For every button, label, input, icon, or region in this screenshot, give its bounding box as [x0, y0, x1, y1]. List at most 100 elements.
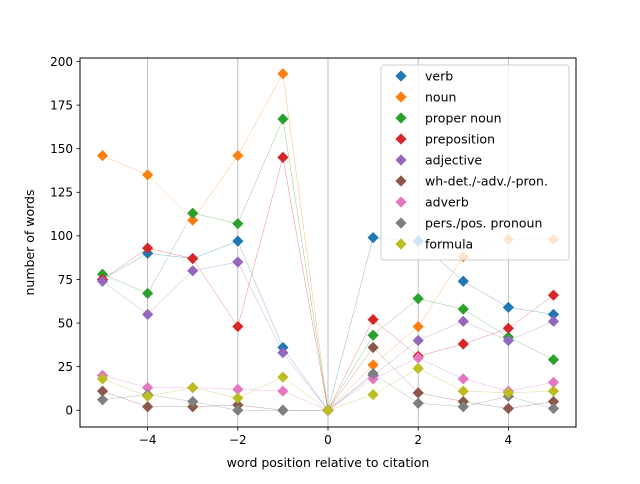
- data-point: [187, 381, 199, 394]
- legend-marker: [395, 70, 407, 82]
- data-point: [96, 394, 109, 406]
- legend-label: adverb: [425, 194, 469, 209]
- data-point: [547, 308, 560, 320]
- y-axis: 0 25 50 75 100 125 150 175 200: [50, 55, 80, 418]
- x-tick-label: 2: [414, 433, 422, 447]
- data-point: [232, 218, 244, 230]
- data-point: [547, 385, 560, 397]
- data-point: [187, 252, 199, 265]
- data-point: [412, 387, 424, 399]
- data-point: [96, 275, 109, 287]
- data-points: [96, 68, 560, 416]
- data-point: [412, 293, 424, 305]
- legend-label: adjective: [425, 152, 482, 167]
- y-tick-label: 175: [50, 98, 73, 112]
- legend-label: proper noun: [425, 110, 502, 125]
- data-point: [547, 376, 560, 388]
- data-point: [232, 404, 244, 416]
- data-point: [547, 289, 560, 301]
- data-point: [457, 385, 469, 397]
- data-point: [187, 395, 199, 408]
- x-tick-label: 4: [505, 433, 513, 447]
- data-point: [187, 265, 199, 277]
- legend-marker: [395, 133, 407, 145]
- data-point: [547, 354, 560, 366]
- data-point: [457, 303, 469, 315]
- legend-label: wh-det./-adv./-pron.: [425, 173, 548, 188]
- data-point: [412, 334, 424, 347]
- data-point: [142, 242, 154, 254]
- data-point: [547, 395, 560, 408]
- legend-label: verb: [425, 68, 453, 83]
- data-point: [232, 383, 244, 395]
- data-point: [412, 352, 424, 364]
- data-point: [96, 150, 109, 162]
- y-tick-label: 50: [58, 316, 73, 330]
- data-point: [142, 390, 154, 402]
- data-point: [277, 404, 289, 416]
- data-point: [96, 373, 109, 385]
- data-point: [232, 320, 244, 333]
- legend-marker: [395, 112, 407, 124]
- y-tick-label: 0: [65, 404, 73, 418]
- data-point: [277, 68, 289, 80]
- data-point: [457, 338, 469, 350]
- y-axis-label: number of words: [22, 189, 37, 295]
- legend-label: pers./pos. pronoun: [425, 215, 542, 230]
- data-point: [367, 368, 379, 380]
- data-point: [232, 392, 244, 404]
- x-axis: −4 −2 0 2 4: [139, 427, 512, 447]
- data-point: [457, 373, 469, 385]
- legend-box: [380, 64, 570, 261]
- x-tick-label: −2: [229, 433, 247, 447]
- data-point: [232, 256, 244, 268]
- data-point: [277, 113, 289, 125]
- legend-label: preposition: [425, 131, 495, 146]
- data-point: [232, 150, 244, 162]
- data-point: [367, 313, 379, 326]
- legend: verb noun proper noun preposition adjective w…: [380, 64, 570, 261]
- data-point: [412, 320, 424, 333]
- data-point: [187, 207, 199, 219]
- data-point: [322, 404, 334, 416]
- data-point: [367, 388, 379, 401]
- data-point: [547, 402, 560, 415]
- data-point: [502, 387, 514, 399]
- data-point: [412, 362, 424, 375]
- legend-marker: [395, 91, 407, 103]
- data-point: [502, 301, 514, 313]
- data-point: [142, 287, 154, 300]
- data-point: [367, 329, 379, 341]
- data-point: [502, 334, 514, 347]
- data-point: [412, 397, 424, 409]
- data-point: [502, 402, 514, 415]
- y-tick-label: 25: [58, 360, 73, 374]
- data-point: [142, 381, 154, 394]
- data-point: [142, 169, 154, 181]
- data-point: [277, 151, 289, 163]
- data-point: [142, 308, 154, 320]
- data-point: [367, 232, 379, 244]
- legend-marker: [395, 175, 407, 187]
- data-point: [457, 401, 469, 413]
- legend-marker: [395, 196, 407, 208]
- x-tick-label: 0: [324, 433, 332, 447]
- data-point: [277, 385, 289, 397]
- data-point: [502, 322, 514, 334]
- x-axis-label: word position relative to citation: [227, 455, 430, 470]
- x-tick-label: −4: [139, 433, 157, 447]
- legend-marker: [395, 217, 407, 229]
- y-tick-label: 75: [58, 273, 73, 287]
- data-point: [457, 275, 469, 287]
- y-tick-label: 150: [50, 142, 73, 156]
- data-point: [547, 315, 560, 327]
- legend-label: formula: [425, 236, 473, 251]
- data-point: [232, 235, 244, 247]
- y-tick-label: 200: [50, 55, 73, 69]
- legend-marker: [395, 154, 407, 166]
- y-tick-label: 100: [50, 229, 73, 243]
- data-point: [367, 341, 379, 354]
- data-point: [277, 371, 289, 383]
